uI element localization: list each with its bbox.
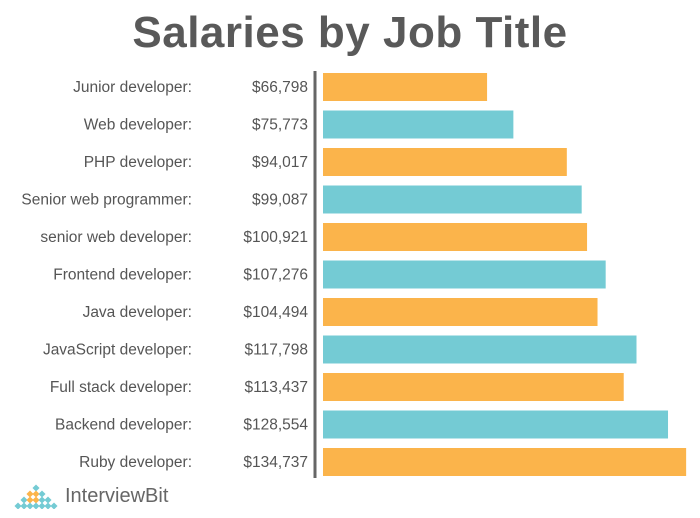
logo-diamond	[38, 490, 46, 498]
value-label: $66,798	[252, 79, 308, 96]
logo-diamond	[50, 502, 58, 509]
bar	[323, 298, 598, 326]
bar	[323, 148, 567, 176]
bar	[323, 373, 624, 401]
value-label: $104,494	[243, 304, 308, 321]
category-label: Backend developer:	[55, 417, 192, 434]
logo-text-bit: Bit	[145, 484, 169, 507]
logo-diamond	[26, 490, 34, 498]
logo-diamond	[20, 502, 28, 509]
logo-diamond	[38, 496, 46, 504]
value-label: $134,737	[243, 454, 308, 471]
interviewbit-logo: InterviewBit	[12, 483, 168, 509]
value-label: $107,276	[243, 267, 308, 284]
value-label: $99,087	[252, 192, 308, 209]
category-label: senior web developer:	[40, 229, 192, 246]
bar-chart: Junior developer: $66,798 Web developer: $7…	[21, 71, 687, 478]
logo-diamond	[32, 490, 40, 498]
category-label: Senior web programmer:	[21, 192, 192, 209]
value-label: $117,798	[245, 342, 309, 359]
logo-diamond	[20, 496, 28, 504]
bar	[323, 73, 488, 101]
bar	[323, 110, 514, 139]
category-label: Web developer:	[84, 117, 192, 134]
bar	[323, 410, 669, 439]
value-label: $94,017	[252, 154, 308, 171]
logo-diamond	[32, 502, 40, 509]
category-label: Frontend developer:	[53, 267, 192, 284]
logo-diamond	[32, 484, 40, 492]
category-label: Java developer:	[83, 304, 192, 321]
logo-diamond	[38, 502, 46, 509]
logo-diamond	[26, 502, 34, 509]
value-label: $113,437	[245, 379, 309, 396]
category-label: Full stack developer:	[50, 379, 192, 396]
logo-diamond	[14, 502, 22, 509]
category-label: PHP developer:	[84, 154, 192, 171]
value-label: $75,773	[252, 117, 308, 134]
bar	[323, 223, 588, 251]
bar	[323, 260, 606, 289]
logo-text: Interview	[65, 484, 146, 507]
logo-diamond	[32, 496, 40, 504]
bar	[323, 335, 637, 364]
category-label: JavaScript developer:	[43, 342, 192, 359]
category-label: Ruby developer:	[79, 454, 192, 471]
logo-diamond	[44, 496, 52, 504]
bar	[323, 185, 582, 214]
value-label: $128,554	[243, 417, 308, 434]
logo-diamond	[44, 502, 52, 509]
value-label: $100,921	[243, 229, 308, 246]
logo-diamond	[26, 496, 34, 504]
chart-title: Salaries by Job Title	[132, 8, 568, 57]
logo-diamonds-icon	[14, 484, 58, 509]
category-label: Junior developer:	[73, 79, 192, 96]
bar	[323, 448, 687, 476]
